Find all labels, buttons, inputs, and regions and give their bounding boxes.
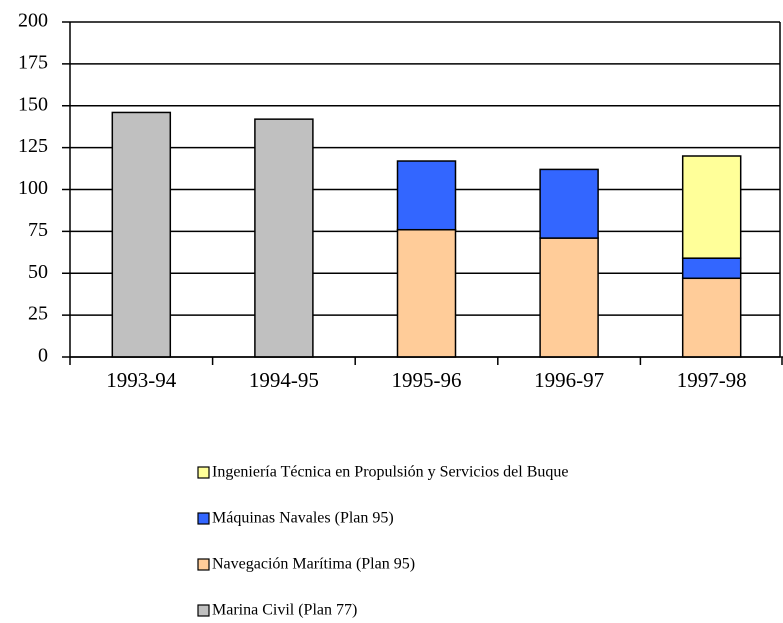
y-tick-label: 175 bbox=[18, 51, 48, 73]
bar-segment bbox=[539, 237, 599, 358]
legend-swatch bbox=[197, 466, 210, 479]
bar-segment bbox=[396, 160, 457, 231]
y-tick-label: 200 bbox=[18, 10, 48, 32]
bar-segment bbox=[681, 277, 742, 358]
bar-segment bbox=[254, 118, 314, 358]
legend-label: Máquinas Navales (Plan 95) bbox=[212, 510, 394, 527]
y-tick-label: 150 bbox=[18, 93, 48, 115]
y-tick-label: 75 bbox=[28, 219, 48, 241]
y-tick-label: 0 bbox=[38, 345, 48, 367]
y-tick-label: 100 bbox=[18, 177, 48, 199]
legend-swatch bbox=[197, 512, 210, 525]
x-tick-label: 1994-95 bbox=[249, 368, 319, 392]
legend-swatch bbox=[197, 558, 210, 571]
bar-segment bbox=[111, 111, 172, 358]
bar-segment bbox=[681, 257, 742, 280]
bar-segment bbox=[539, 168, 599, 239]
x-tick-label: 1995-96 bbox=[392, 368, 462, 392]
y-tick-label: 50 bbox=[28, 261, 48, 283]
bar-segment bbox=[681, 155, 742, 259]
bar-segment bbox=[396, 228, 457, 358]
x-tick-label: 1996-97 bbox=[534, 368, 604, 392]
x-tick-label: 1993-94 bbox=[106, 368, 176, 392]
x-tick-label: 1997-98 bbox=[677, 368, 747, 392]
legend-label: Marina Civil (Plan 77) bbox=[212, 602, 357, 619]
y-tick-label: 125 bbox=[18, 135, 48, 157]
legend-label: Ingeniería Técnica en Propulsión y Servi… bbox=[212, 464, 569, 481]
y-tick-label: 25 bbox=[28, 303, 48, 325]
legend-label: Navegación Marítima (Plan 95) bbox=[212, 556, 415, 573]
legend-swatch bbox=[197, 604, 210, 617]
